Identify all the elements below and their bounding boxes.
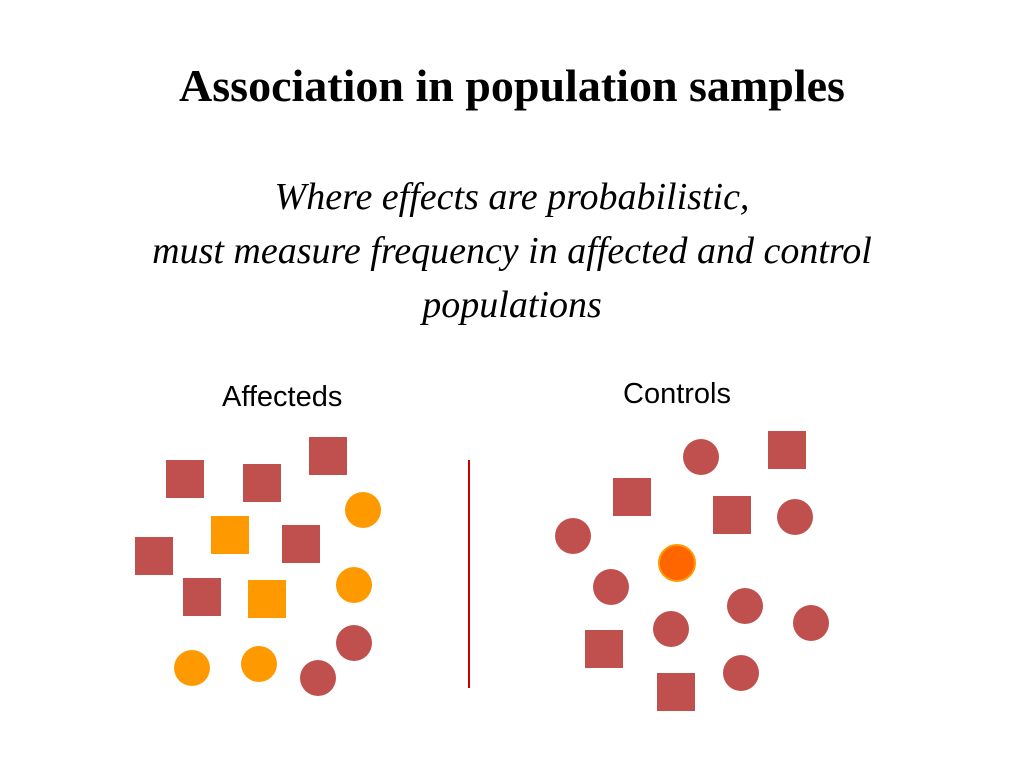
affected-orange-square <box>248 580 286 618</box>
affected-red-square <box>309 437 347 475</box>
affected-red-circle <box>336 625 372 661</box>
affected-orange-circle <box>336 567 372 603</box>
control-red-circle <box>777 499 813 535</box>
controls-group <box>555 431 829 711</box>
subtitle-line-2: must measure frequency in affected and c… <box>152 230 872 272</box>
control-red-circle <box>555 518 591 554</box>
affected-orange-circle <box>241 646 277 682</box>
slide-title: Association in population samples <box>179 60 845 111</box>
affected-orange-square <box>211 516 249 554</box>
control-highlight-orange-circle <box>658 544 696 582</box>
control-red-square <box>585 630 623 668</box>
subtitle-line-1: Where effects are probabilistic, <box>274 176 750 218</box>
control-red-square <box>613 478 651 516</box>
control-red-circle <box>593 569 629 605</box>
control-red-circle <box>793 605 829 641</box>
control-red-circle <box>727 588 763 624</box>
affected-orange-circle <box>345 492 381 528</box>
affected-red-square <box>183 578 221 616</box>
slide-subtitle: Where effects are probabilistic, must me… <box>40 170 984 332</box>
control-red-circle <box>723 655 759 691</box>
affected-red-circle <box>300 660 336 696</box>
affected-red-square <box>282 525 320 563</box>
affected-red-square <box>135 537 173 575</box>
affecteds-group <box>135 437 381 696</box>
affected-red-square <box>166 460 204 498</box>
control-red-circle <box>683 439 719 475</box>
subtitle-line-3: populations <box>422 284 602 326</box>
affecteds-label: Affecteds <box>222 381 343 413</box>
controls-label: Controls <box>623 378 731 410</box>
control-red-square <box>713 496 751 534</box>
control-red-circle <box>653 611 689 647</box>
affected-orange-circle <box>174 650 210 686</box>
control-red-square <box>768 431 806 469</box>
affected-red-square <box>243 464 281 502</box>
control-red-square <box>657 673 695 711</box>
